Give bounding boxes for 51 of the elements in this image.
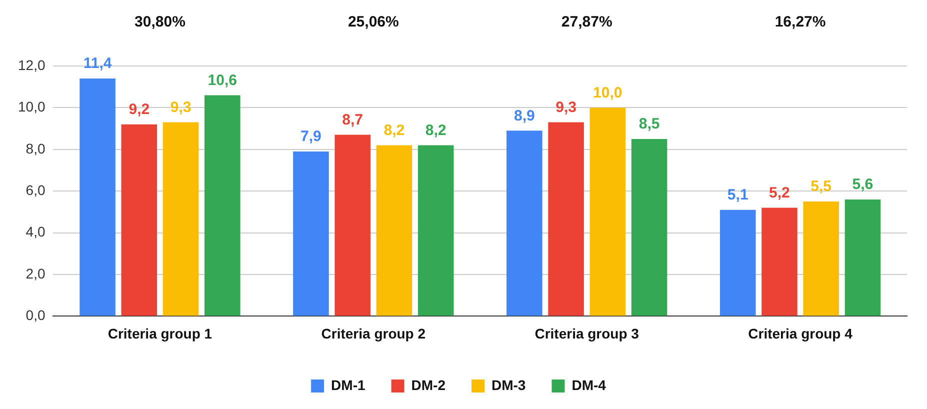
text: 16,27% (774, 14, 826, 31)
y-tick-label: 2,0 (26, 265, 46, 282)
data-label: 11,4 (83, 55, 112, 72)
data-label: 8,7 (342, 111, 364, 128)
data-label: 10,0 (593, 84, 622, 102)
data-label: 8,2 (384, 122, 405, 139)
bar (418, 145, 454, 316)
data-label: 9,3 (170, 98, 192, 116)
y-tick-label: 8,0 (26, 140, 46, 156)
legend-label: DM-1 (331, 376, 366, 393)
bar (548, 122, 584, 316)
bar (506, 130, 542, 316)
bar (631, 138, 668, 316)
text: 27,87% (561, 14, 612, 31)
legend-label: DM-4 (572, 376, 606, 393)
x-tick-label: Criteria group 1 (108, 325, 212, 342)
bar (844, 199, 881, 316)
data-label: 5,1 (727, 186, 748, 204)
y-tick-label: 4,0 (26, 224, 46, 240)
data-label: 8,9 (514, 107, 535, 124)
bar (204, 95, 240, 316)
y-tick-label: 12,0 (18, 56, 46, 73)
bar (162, 122, 199, 316)
x-tick-label: Criteria group 4 (748, 325, 853, 342)
text: 25,06% (348, 14, 399, 31)
text: 30,80% (134, 14, 186, 31)
bar (121, 124, 158, 316)
bar (293, 151, 329, 316)
data-label: 8,2 (425, 122, 446, 139)
data-label: 8,5 (638, 116, 660, 133)
data-label: 10,6 (208, 72, 237, 89)
data-label: 9,3 (556, 98, 576, 116)
bar (762, 208, 798, 316)
data-label: 7,9 (300, 128, 322, 146)
legend-label: DM-3 (492, 376, 526, 393)
bar (376, 145, 412, 316)
data-label: 5,5 (810, 178, 832, 196)
legend-label: DM-2 (411, 376, 446, 393)
y-tick-label: 0,0 (26, 307, 46, 324)
bar (80, 78, 116, 316)
data-label: 5,2 (769, 184, 790, 202)
y-tick-label: 10,0 (18, 98, 46, 115)
bar (803, 202, 839, 316)
data-label: 5,6 (852, 176, 874, 194)
bar (720, 210, 756, 316)
x-tick-label: Criteria group 3 (534, 325, 640, 342)
x-tick-label: Criteria group 2 (321, 325, 426, 342)
bar (590, 108, 626, 316)
bar (334, 134, 370, 316)
data-label: 9,2 (128, 101, 150, 118)
y-tick-label: 6,0 (26, 182, 46, 198)
